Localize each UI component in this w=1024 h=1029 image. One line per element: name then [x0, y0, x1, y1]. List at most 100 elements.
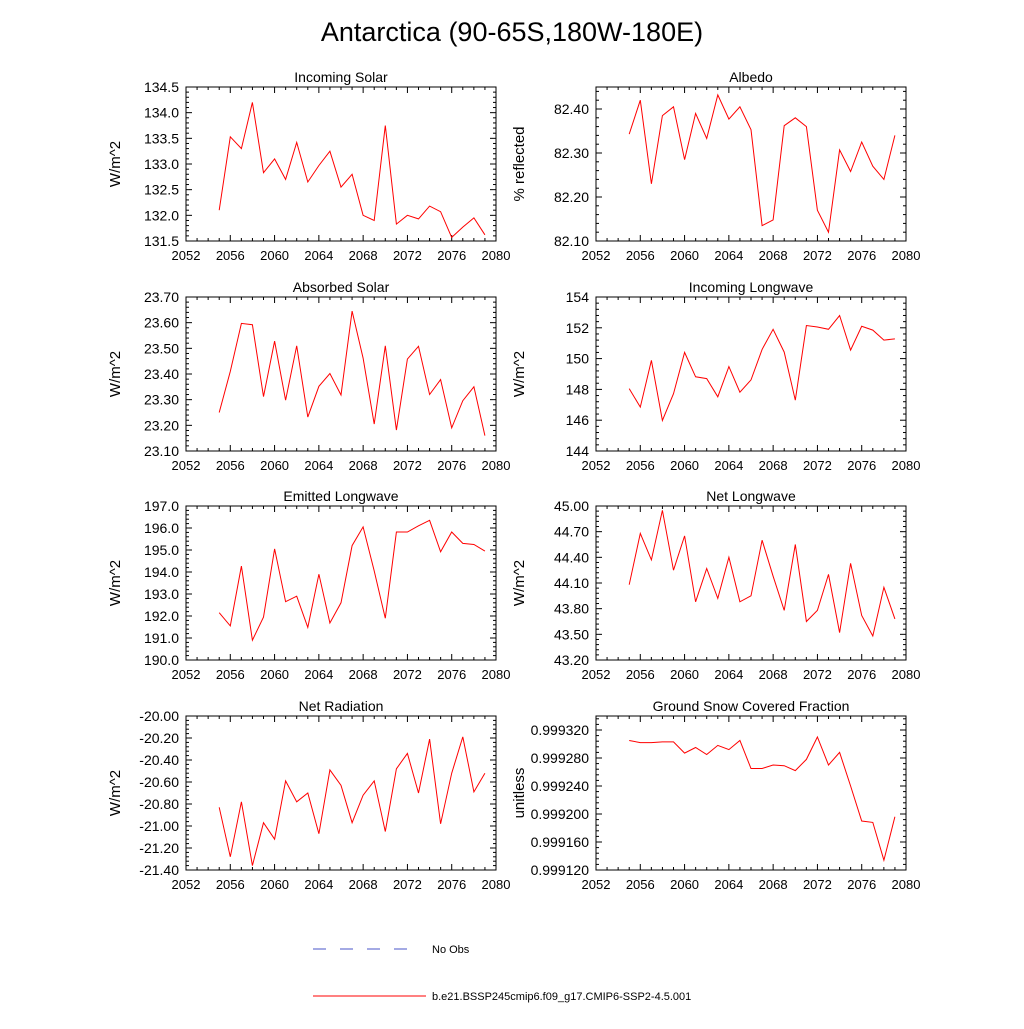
y-tick-label: 23.10: [144, 443, 179, 459]
y-axis-label: W/m^2: [107, 351, 124, 397]
x-tick-label: 2064: [304, 458, 333, 473]
y-tick-label: 23.60: [144, 315, 179, 331]
y-tick-label: 133.0: [144, 156, 179, 172]
figure-title: Antarctica (90-65S,180W-180E): [321, 17, 703, 47]
x-tick-label: 2068: [349, 877, 378, 892]
y-tick-label: 190.0: [144, 652, 179, 668]
x-tick-label: 2060: [670, 667, 699, 682]
panel-3: Absorbed Solar W/m^2 2052 2056 2060 2064 2068 2…: [107, 279, 510, 473]
x-tick-label: 2068: [759, 458, 788, 473]
panel-title: Ground Snow Covered Fraction: [653, 698, 850, 714]
y-tick-label: 45.00: [554, 498, 589, 514]
x-tick-label: 2052: [172, 877, 201, 892]
y-tick-label: -20.20: [139, 730, 179, 746]
x-tick-label: 2068: [759, 248, 788, 263]
x-tick-label: 2064: [714, 248, 743, 263]
y-tick-label: 134.0: [144, 105, 179, 121]
x-tick-label: 2076: [437, 667, 466, 682]
x-tick-label: 2072: [393, 877, 422, 892]
panel-title: Absorbed Solar: [293, 279, 390, 295]
plot-frame: [595, 715, 907, 871]
x-tick-label: 2068: [349, 667, 378, 682]
series-line: [628, 510, 896, 638]
x-tick-label: 2068: [759, 667, 788, 682]
y-tick-label: 82.30: [554, 145, 589, 161]
x-tick-label: 2076: [847, 667, 876, 682]
y-tick-label: 132.0: [144, 207, 179, 223]
y-axis-label: W/m^2: [107, 141, 124, 187]
x-tick-label: 2072: [393, 248, 422, 263]
y-tick-label: 191.0: [144, 630, 179, 646]
x-tick-label: 2060: [670, 877, 699, 892]
x-tick-label: 2056: [216, 248, 245, 263]
series-line: [628, 314, 895, 423]
y-axis-label: unitless: [511, 768, 528, 819]
x-tick-label: 2068: [349, 458, 378, 473]
y-axis-label: W/m^2: [107, 560, 124, 606]
x-tick-label: 2056: [216, 877, 245, 892]
y-tick-label: 195.0: [144, 542, 179, 558]
x-tick-label: 2056: [216, 458, 245, 473]
panel-2: Albedo % reflected 2052 2056 2060 2064 2068 207…: [511, 69, 920, 263]
x-tick-label: 2072: [393, 667, 422, 682]
y-tick-label: 0.999280: [531, 750, 590, 766]
y-tick-label: 43.80: [554, 601, 589, 617]
x-tick-label: 2064: [714, 667, 743, 682]
x-tick-label: 2060: [260, 248, 289, 263]
y-tick-label: 131.5: [144, 233, 179, 249]
y-tick-label: 0.999240: [531, 778, 590, 794]
x-tick-label: 2052: [172, 458, 201, 473]
y-tick-label: -20.40: [139, 752, 179, 768]
x-tick-label: 2080: [482, 877, 511, 892]
panel-1: Incoming Solar W/m^2 2052 2056 2060 2064 2068 2…: [107, 69, 510, 263]
x-tick-label: 2068: [349, 248, 378, 263]
y-tick-label: 146: [566, 412, 590, 428]
x-tick-label: 2064: [714, 458, 743, 473]
x-tick-label: 2056: [216, 667, 245, 682]
x-tick-label: 2072: [803, 458, 832, 473]
series-line: [218, 102, 486, 239]
y-tick-label: -21.20: [139, 840, 179, 856]
y-tick-label: 133.5: [144, 130, 179, 146]
x-tick-label: 2056: [626, 667, 655, 682]
panel-5: Emitted Longwave W/m^2 2052 2056 2060 2064 206…: [107, 488, 510, 682]
x-tick-label: 2076: [847, 877, 876, 892]
y-axis-label: W/m^2: [511, 351, 528, 397]
x-tick-label: 2056: [626, 458, 655, 473]
legend-obs-label: No Obs: [432, 944, 470, 956]
x-tick-label: 2080: [892, 877, 921, 892]
panel-8: Ground Snow Covered Fraction unitless 2052…: [511, 698, 920, 892]
y-tick-label: 23.30: [144, 392, 179, 408]
y-tick-label: 0.999200: [531, 806, 590, 822]
y-tick-label: 82.10: [554, 233, 589, 249]
x-tick-label: 2076: [437, 248, 466, 263]
x-tick-label: 2076: [847, 458, 876, 473]
y-tick-label: 44.40: [554, 549, 589, 565]
y-tick-label: 23.50: [144, 340, 179, 356]
series-line: [629, 735, 896, 863]
x-tick-label: 2080: [482, 667, 511, 682]
y-tick-label: 82.40: [554, 101, 589, 117]
y-tick-label: 43.20: [554, 652, 589, 668]
legend: No Obs b.e21.BSSP245cmip6.f09_g17.CMIP6-…: [313, 944, 691, 1003]
panel-title: Incoming Longwave: [689, 279, 814, 295]
x-tick-label: 2080: [482, 458, 511, 473]
plot-frame: [595, 296, 907, 452]
y-tick-label: 0.999160: [531, 834, 590, 850]
x-tick-label: 2072: [393, 458, 422, 473]
y-tick-label: 152: [566, 320, 590, 336]
x-tick-label: 2080: [892, 458, 921, 473]
y-tick-label: 44.10: [554, 575, 589, 591]
x-tick-label: 2064: [714, 877, 743, 892]
x-tick-label: 2052: [172, 248, 201, 263]
y-tick-label: 193.0: [144, 586, 179, 602]
series-line: [218, 310, 486, 436]
y-tick-label: 154: [566, 289, 590, 305]
x-tick-label: 2052: [582, 248, 611, 263]
y-tick-label: 148: [566, 381, 590, 397]
x-tick-label: 2052: [582, 458, 611, 473]
panel-title: Emitted Longwave: [283, 488, 398, 504]
y-tick-label: 0.999120: [531, 862, 590, 878]
y-tick-label: -21.40: [139, 862, 179, 878]
